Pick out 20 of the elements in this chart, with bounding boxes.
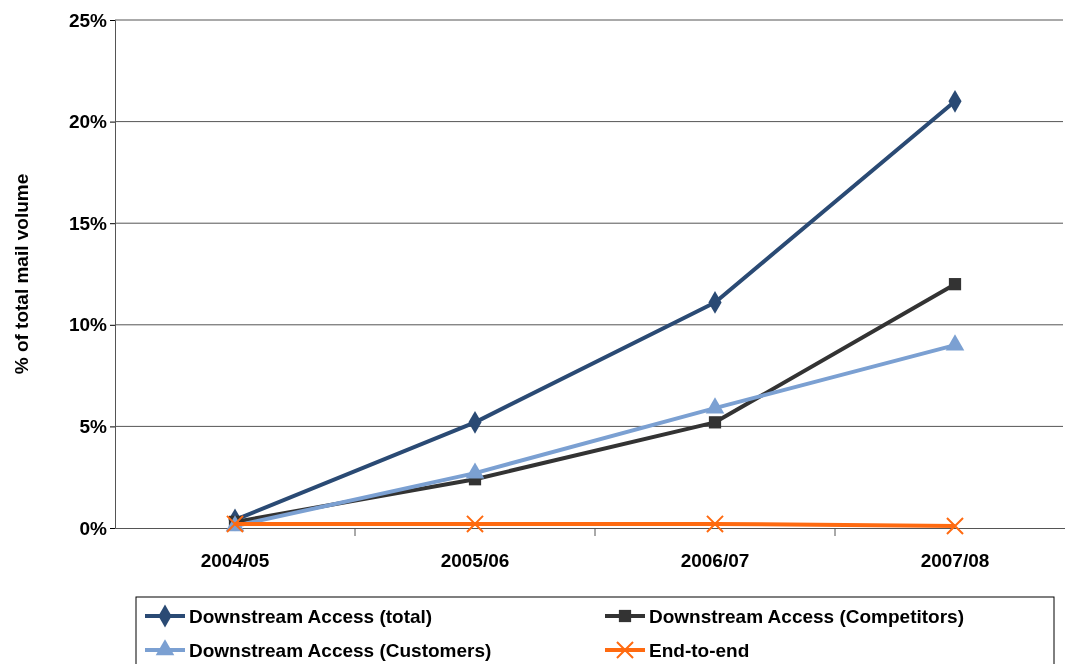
y-tick-label: 10% bbox=[68, 314, 108, 336]
x-tick-label: 2007/08 bbox=[920, 550, 990, 572]
point bbox=[948, 278, 962, 291]
y-tick-label: 20% bbox=[68, 111, 108, 133]
y-tick-label: 5% bbox=[79, 415, 108, 437]
legend-label: Downstream Access (Customers) bbox=[189, 640, 492, 661]
point bbox=[705, 514, 725, 533]
y-tick-label: 0% bbox=[79, 517, 108, 539]
legend-label: Downstream Access (Competitors) bbox=[649, 606, 964, 627]
x-tick-label: 2004/05 bbox=[200, 550, 270, 572]
legend-label: Downstream Access (total) bbox=[189, 606, 433, 627]
x-tick-label: 2005/06 bbox=[440, 550, 510, 572]
legend-label: End-to-end bbox=[649, 640, 750, 661]
point bbox=[465, 514, 485, 533]
y-tick-label: 25% bbox=[68, 9, 108, 31]
point bbox=[708, 416, 722, 429]
point bbox=[945, 516, 965, 535]
x-tick-label: 2006/07 bbox=[680, 550, 750, 572]
y-tick-label: 15% bbox=[68, 212, 108, 234]
y-axis-title: % of total mail volume bbox=[11, 173, 32, 375]
